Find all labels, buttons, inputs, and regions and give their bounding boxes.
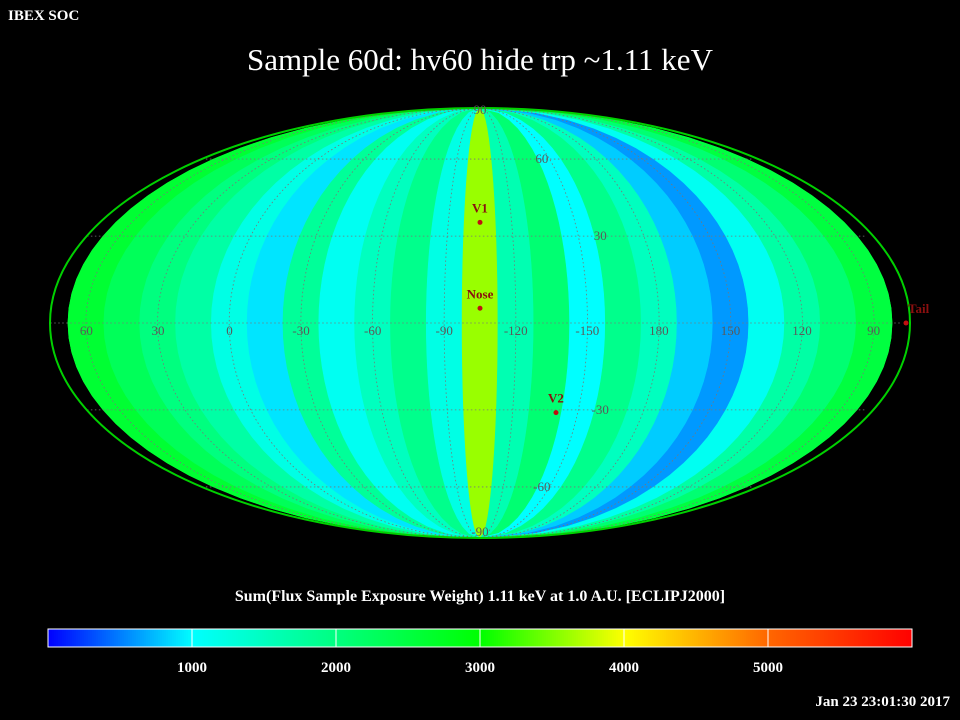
lon-label-9: 150: [721, 323, 741, 338]
meridian-90: [479, 108, 875, 538]
marker-v1-dot: [477, 219, 483, 225]
lat-label-3: -30: [592, 402, 609, 417]
lon-label-3: -30: [292, 323, 309, 338]
marker-v2-dot: [553, 410, 559, 416]
colorbar-tick-4: 5000: [753, 660, 783, 676]
marker-tail-dot: [903, 320, 909, 326]
lat-label-2: 30: [594, 228, 607, 243]
colorbar-title: Sum(Flux Sample Exposure Weight) 1.11 ke…: [234, 588, 726, 605]
marker-nose-dot: [477, 305, 483, 311]
colorbar: [47, 628, 913, 648]
lon-label-5: -90: [436, 323, 453, 338]
marker-v2-label: V2: [548, 391, 564, 406]
colorbar-tick-0: 1000: [177, 660, 207, 676]
marker-tail-label: Tail: [908, 301, 930, 316]
meridian--60: [372, 108, 481, 538]
meridian-150: [479, 108, 732, 538]
colorbar-tick-1: 2000: [321, 660, 351, 676]
meridian-120: [479, 108, 803, 538]
map-bands: [67, 108, 893, 538]
lat-label-0: 90: [474, 102, 487, 117]
org-label: IBEX SOC: [8, 8, 80, 24]
lon-label-6: -120: [504, 323, 528, 338]
lon-label-7: -150: [575, 323, 599, 338]
lon-label-10: 120: [792, 323, 812, 338]
lat-label-4: -60: [533, 479, 550, 494]
graticule: [50, 108, 901, 538]
colorbar-tick-2: 3000: [465, 660, 495, 676]
timestamp: Jan 23 23:01:30 2017: [815, 694, 950, 710]
map-outline: [49, 107, 911, 539]
lon-label-1: 30: [151, 323, 164, 338]
lat-label-1: 60: [535, 151, 548, 166]
meridian-0: [228, 108, 481, 538]
lat-label-5: -90: [471, 524, 488, 539]
map-title: Sample 60d: hv60 hide trp ~1.11 keV: [247, 42, 713, 77]
meridian-60: [85, 108, 481, 538]
marker-v1-label: V1: [472, 200, 488, 215]
lon-label-2: 0: [226, 323, 233, 338]
lon-label-8: 180: [649, 323, 669, 338]
marker-nose-label: Nose: [467, 286, 494, 301]
meridian--150: [479, 108, 588, 538]
colorbar-tick-3: 4000: [609, 660, 639, 676]
lon-label-4: -60: [364, 323, 381, 338]
lon-label-0: 60: [80, 323, 93, 338]
meridian-30: [157, 108, 481, 538]
lon-label-11: 90: [867, 323, 880, 338]
